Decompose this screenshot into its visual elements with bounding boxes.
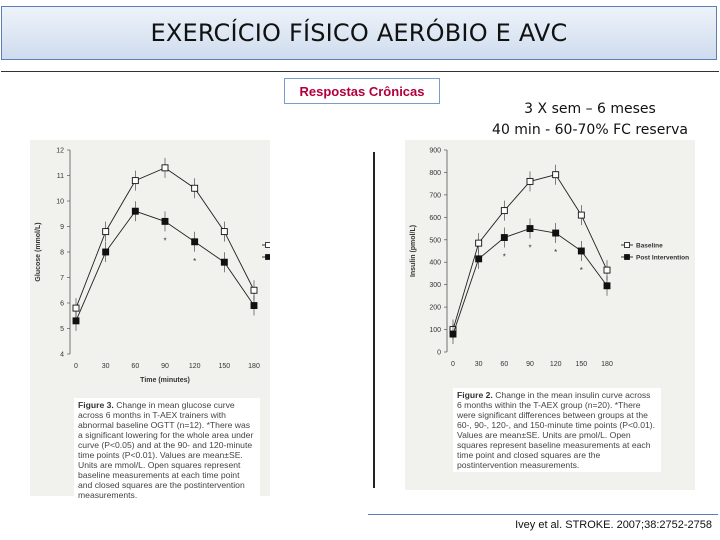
- glucose-caption: Figure 3. Change in mean glucose curve a…: [74, 398, 260, 502]
- y-tick-label: 200: [429, 305, 441, 312]
- data-point: [552, 171, 560, 179]
- legend-label-0: Baseline: [636, 243, 663, 250]
- x-tick-label: 120: [550, 361, 562, 368]
- significance-mark: *: [580, 266, 583, 275]
- y-tick-label: 600: [429, 215, 441, 222]
- vertical-divider: [373, 152, 375, 488]
- y-tick-label: 900: [429, 148, 441, 155]
- data-point: [552, 229, 560, 237]
- insulin-chart: 0 100 200 300 400 500 600 700 800 900 0 30 60 90 120 15…: [410, 148, 689, 369]
- x-tick-label: 180: [248, 363, 260, 370]
- x-tick-label: 60: [131, 363, 139, 370]
- data-point: [526, 225, 534, 233]
- y-tick-label: 7: [60, 275, 64, 282]
- x-tick-label: 30: [102, 363, 110, 370]
- data-point: [500, 207, 508, 215]
- y-tick-label: 11: [57, 173, 64, 180]
- x-tick-label: 180: [601, 361, 613, 368]
- y-tick-label: 5: [60, 326, 64, 333]
- data-point: [603, 266, 611, 274]
- data-point: [72, 317, 80, 325]
- y-tick-label: 4: [60, 352, 64, 359]
- y-tick-label: 100: [429, 327, 441, 334]
- protocol-intensity: 40 min - 60-70% FC reserva: [492, 122, 688, 138]
- title-divider: [1, 71, 719, 72]
- x-tick-label: 150: [575, 361, 587, 368]
- data-point: [250, 286, 258, 294]
- y-axis-label: Insulin (pmol/L): [410, 225, 417, 277]
- data-point: [250, 302, 258, 310]
- data-point: [449, 330, 457, 338]
- glucose-caption-label: Figure 3.: [78, 400, 114, 410]
- y-tick-label: 10: [56, 199, 64, 206]
- x-tick-label: 60: [500, 361, 508, 368]
- citation-rule: [368, 514, 718, 515]
- significance-mark: *: [503, 253, 506, 262]
- legend-marker-1: [624, 254, 630, 260]
- data-point: [603, 282, 611, 290]
- y-tick-label: 800: [429, 170, 441, 177]
- y-tick-label: 300: [429, 282, 441, 289]
- y-tick-label: 700: [429, 192, 441, 199]
- data-point: [102, 248, 110, 256]
- significance-mark: *: [193, 257, 196, 266]
- y-axis-label: Glucose (mmol/L): [35, 222, 42, 281]
- data-point: [577, 211, 585, 219]
- data-point: [161, 217, 169, 225]
- slide-title: EXERCÍCIO FÍSICO AERÓBIO E AVC: [150, 19, 568, 47]
- data-point: [161, 164, 169, 172]
- x-tick-label: 30: [475, 361, 483, 368]
- y-tick-label: 400: [429, 260, 441, 267]
- citation: Ivey et al. STROKE. 2007;38:2752-2758: [515, 519, 712, 531]
- data-point: [191, 238, 199, 246]
- data-point: [500, 234, 508, 241]
- y-tick-label: 0: [437, 350, 441, 357]
- significance-mark: *: [163, 236, 166, 245]
- data-point: [191, 184, 199, 192]
- x-tick-label: 90: [526, 361, 534, 368]
- insulin-caption-label: Figure 2.: [457, 390, 493, 400]
- data-point: [577, 247, 585, 255]
- x-tick-label: 150: [218, 363, 230, 370]
- y-tick-label: 500: [429, 237, 441, 244]
- insulin-caption-text: Change in the mean insulin curve across …: [457, 390, 656, 470]
- data-point: [526, 177, 534, 185]
- x-tick-label: 90: [161, 363, 169, 370]
- data-point: [102, 228, 110, 236]
- significance-mark: *: [554, 248, 557, 257]
- legend-marker-0: [624, 242, 630, 248]
- legend-marker-1: [265, 254, 271, 260]
- data-point: [475, 239, 483, 247]
- insulin-caption: Figure 2. Change in the mean insulin cur…: [453, 388, 661, 472]
- title-bar: EXERCÍCIO FÍSICO AERÓBIO E AVC: [1, 6, 717, 60]
- y-tick-label: 6: [60, 301, 64, 308]
- x-axis-label: Time (minutes): [140, 377, 190, 384]
- y-tick-label: 9: [60, 224, 64, 231]
- insulin-figure-panel: 0 100 200 300 400 500 600 700 800 900 0 30 60 90 120 15…: [405, 140, 695, 490]
- protocol-frequency: 3 X sem – 6 meses: [524, 101, 656, 117]
- y-tick-label: 8: [60, 250, 64, 257]
- glucose-caption-text: Change in mean glucose curve across 6 mo…: [78, 400, 254, 500]
- data-point: [131, 207, 139, 215]
- x-tick-label: 0: [451, 361, 455, 368]
- data-point: [131, 177, 139, 185]
- x-tick-label: 0: [74, 363, 78, 370]
- legend-label-1: Post Intervention: [636, 255, 689, 262]
- data-point: [220, 228, 228, 236]
- significance-mark: *: [528, 244, 531, 253]
- data-point: [475, 255, 483, 263]
- legend-marker-0: [265, 242, 271, 248]
- y-tick-label: 12: [56, 148, 64, 155]
- subtitle-box: Respostas Crônicas: [284, 78, 440, 104]
- data-point: [72, 304, 80, 312]
- glucose-figure-panel: 4 5 6 7 8 9 10 11 12 0 30 60 90 120 150 180 Glucose (mmo…: [30, 140, 330, 502]
- data-point: [220, 258, 228, 266]
- x-tick-label: 120: [189, 363, 201, 370]
